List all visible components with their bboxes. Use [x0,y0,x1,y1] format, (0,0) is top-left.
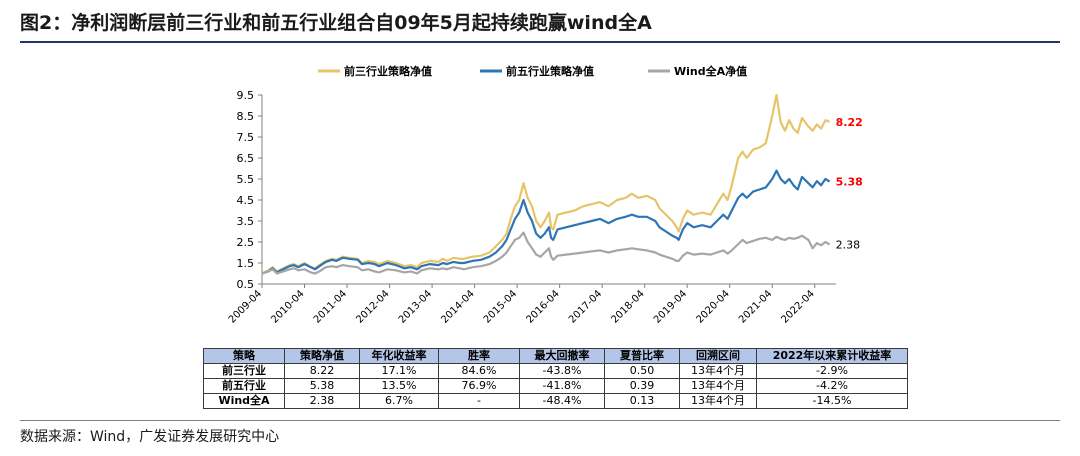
table-cell: -4.2% [756,378,908,394]
table-cell: 13年4个月 [679,363,757,379]
x-tick-label: 2020-04 [694,288,731,325]
x-tick-label: 2015-04 [482,288,519,325]
table-header-cell: 2022年以来累计收益率 [756,348,908,364]
table-cell: 76.9% [438,378,520,394]
x-tick-label: 2022-04 [780,288,817,325]
table-cell: -48.4% [519,393,605,409]
table-header-cell: 最大回撤率 [519,348,605,364]
y-tick-label: 9.5 [237,89,255,102]
table-header-cell: 策略净值 [284,348,360,364]
table-cell: -14.5% [756,393,908,409]
end-value-label: 2.38 [836,239,861,252]
end-value-label: 8.22 [836,116,863,129]
table-header-cell: 夏普比率 [604,348,680,364]
table-cell: Wind全A [203,393,285,409]
y-tick-label: 4.5 [237,194,255,207]
table-header-cell: 回溯区间 [679,348,757,364]
table-cell: -41.8% [519,378,605,394]
x-tick-label: 2011-04 [312,288,349,325]
table-cell: 13.5% [359,378,439,394]
legend-label: Wind全A净值 [674,64,747,78]
table-header-cell: 年化收益率 [359,348,439,364]
table-cell: -2.9% [756,363,908,379]
source-note: 数据来源：Wind，广发证券发展研究中心 [20,429,280,445]
x-tick-label: 2010-04 [269,288,306,325]
title-underline [20,41,1060,43]
table-row: Wind全A 2.38 6.7% - -48.4% 0.13 13年4个月 -1… [203,393,908,409]
end-value-label: 5.38 [836,176,863,189]
x-tick-label: 2021-04 [737,288,774,325]
table-cell: 前三行业 [203,363,285,379]
table-row: 前三行业 8.22 17.1% 84.6% -43.8% 0.50 13年4个月… [203,363,908,379]
table-cell: 5.38 [284,378,360,394]
table-cell: 前五行业 [203,378,285,394]
x-tick-label: 2012-04 [354,288,391,325]
x-tick-label: 2013-04 [397,288,434,325]
table-cell: 2.38 [284,393,360,409]
table-cell: 6.7% [359,393,439,409]
table-cell: 17.1% [359,363,439,379]
legend-label: 前五行业策略净值 [506,64,594,78]
table-cell: - [438,393,520,409]
table-cell: 0.50 [604,363,680,379]
y-tick-label: 5.5 [237,173,255,186]
series-line [261,231,831,275]
table-cell: -43.8% [519,363,605,379]
y-tick-label: 7.5 [237,131,255,144]
table-cell: 13年4个月 [679,393,757,409]
y-tick-label: 3.5 [237,215,255,228]
table-cell: 8.22 [284,363,360,379]
x-tick-label: 2014-04 [439,288,476,325]
table-header-cell: 胜率 [438,348,520,364]
legend-label: 前三行业策略净值 [344,64,432,78]
table-header-row: 策略 策略净值 年化收益率 胜率 最大回撤率 夏普比率 回溯区间 2022年以来… [203,348,908,364]
x-tick-label: 2017-04 [567,288,604,325]
series-line [261,93,831,275]
table-cell: 13年4个月 [679,378,757,394]
series-line [261,169,831,275]
x-tick-label: 2019-04 [652,288,689,325]
x-tick-label: 2018-04 [609,288,646,325]
table-row: 前五行业 5.38 13.5% 76.9% -41.8% 0.39 13年4个月… [203,378,908,394]
table-cell: 0.13 [604,393,680,409]
x-tick-label: 2016-04 [524,288,561,325]
statistics-table: 策略 策略净值 年化收益率 胜率 最大回撤率 夏普比率 回溯区间 2022年以来… [203,348,908,409]
figure-title: 图2：净利润断层前三行业和前五行业组合自09年5月起持续跑赢wind全A [20,12,652,34]
table-cell: 0.39 [604,378,680,394]
y-tick-label: 8.5 [237,110,255,123]
y-tick-label: 0.5 [237,278,255,291]
y-tick-label: 2.5 [237,236,255,249]
source-divider [20,420,1060,421]
x-tick-label: 2009-04 [227,288,264,325]
table-header-cell: 策略 [203,348,285,364]
y-tick-label: 1.5 [237,257,255,270]
y-tick-label: 6.5 [237,152,255,165]
table-cell: 84.6% [438,363,520,379]
